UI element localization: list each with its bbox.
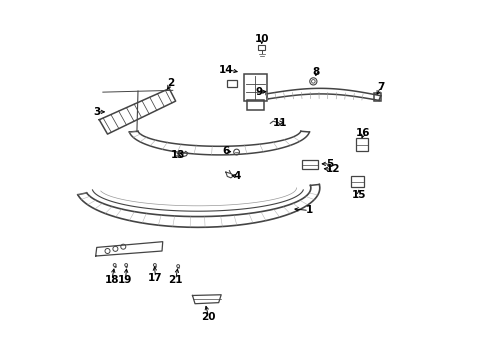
Text: 5: 5 [325, 159, 333, 169]
Text: 21: 21 [168, 275, 183, 285]
Text: 17: 17 [148, 273, 163, 283]
Text: 18: 18 [104, 275, 119, 285]
Bar [301, 160, 317, 169]
Bar [373, 93, 381, 101]
Bar [244, 74, 266, 101]
Text: 12: 12 [325, 164, 340, 174]
Text: 1: 1 [305, 206, 312, 216]
Text: 3: 3 [93, 107, 100, 117]
Text: 9: 9 [255, 87, 262, 97]
Bar [258, 45, 265, 50]
Text: 19: 19 [118, 275, 132, 285]
Text: 10: 10 [254, 35, 268, 44]
Text: 8: 8 [312, 67, 319, 77]
Text: 15: 15 [351, 190, 366, 200]
Bar [356, 138, 367, 150]
Text: 7: 7 [376, 82, 384, 92]
Text: 4: 4 [233, 171, 241, 181]
Text: 16: 16 [356, 129, 370, 138]
Text: 6: 6 [222, 146, 229, 156]
Bar [246, 100, 264, 110]
Text: 14: 14 [219, 64, 233, 75]
Text: 11: 11 [273, 118, 287, 128]
Bar [227, 80, 237, 87]
Text: 13: 13 [171, 150, 185, 160]
Text: 2: 2 [167, 78, 174, 88]
Bar [351, 176, 363, 187]
Text: 20: 20 [201, 312, 215, 322]
